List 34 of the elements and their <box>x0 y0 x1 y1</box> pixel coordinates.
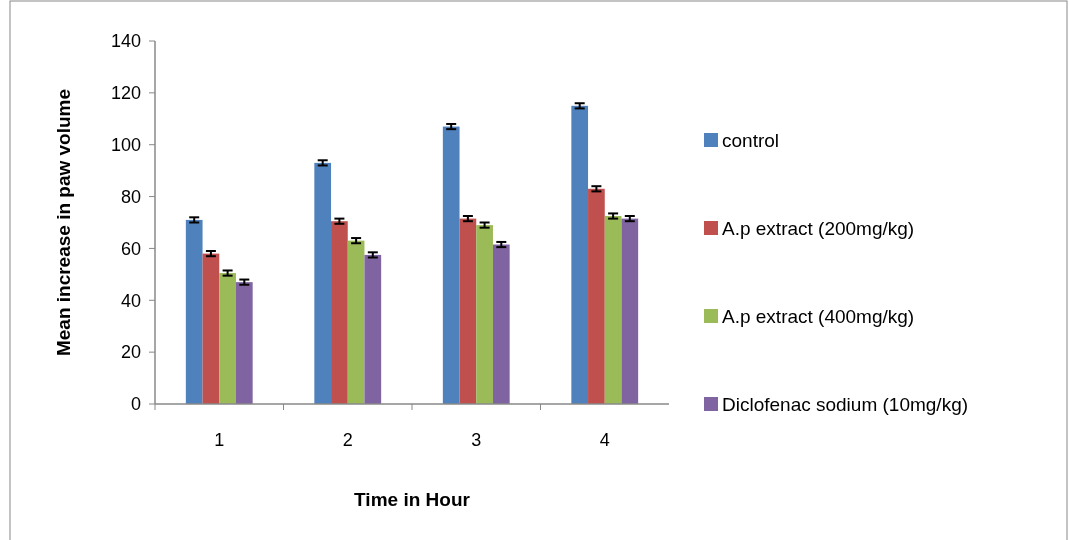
bar <box>331 221 348 404</box>
y-tick-label: 120 <box>110 83 141 104</box>
x-tick-label: 3 <box>471 430 482 450</box>
y-tick-label: 140 <box>110 31 141 52</box>
y-tick-label: 40 <box>120 290 141 311</box>
bar <box>604 216 622 404</box>
bar <box>442 126 460 404</box>
bar <box>235 282 253 404</box>
y-tick-label: 20 <box>120 342 141 363</box>
bar <box>364 254 382 404</box>
bar <box>571 105 589 404</box>
legend-label: Diclofenac sodium (10mg/kg) <box>722 393 969 415</box>
bar <box>588 188 605 404</box>
bar <box>202 253 220 404</box>
legend-label: A.p extract (400mg/kg) <box>722 305 915 327</box>
bar <box>492 244 510 404</box>
y-tick-label: 0 <box>130 394 141 415</box>
y-tick-label: 100 <box>110 135 141 156</box>
y-tick-label: 60 <box>120 238 141 259</box>
x-axis-title: Time in Hour <box>354 489 471 510</box>
bar <box>347 240 365 404</box>
y-axis-title: Mean increase in paw volume <box>53 88 74 357</box>
legend-label: control <box>722 129 780 151</box>
x-tick-label: 1 <box>214 430 225 450</box>
bar <box>314 162 332 404</box>
x-tick-label: 4 <box>599 430 610 450</box>
legend-label: A.p extract (200mg/kg) <box>722 217 915 239</box>
x-tick-label: 2 <box>342 430 353 450</box>
y-tick-label: 80 <box>120 186 141 207</box>
bar <box>459 218 477 404</box>
bar <box>476 225 493 404</box>
bar <box>621 218 639 404</box>
bar <box>185 219 203 404</box>
bar <box>219 273 236 404</box>
